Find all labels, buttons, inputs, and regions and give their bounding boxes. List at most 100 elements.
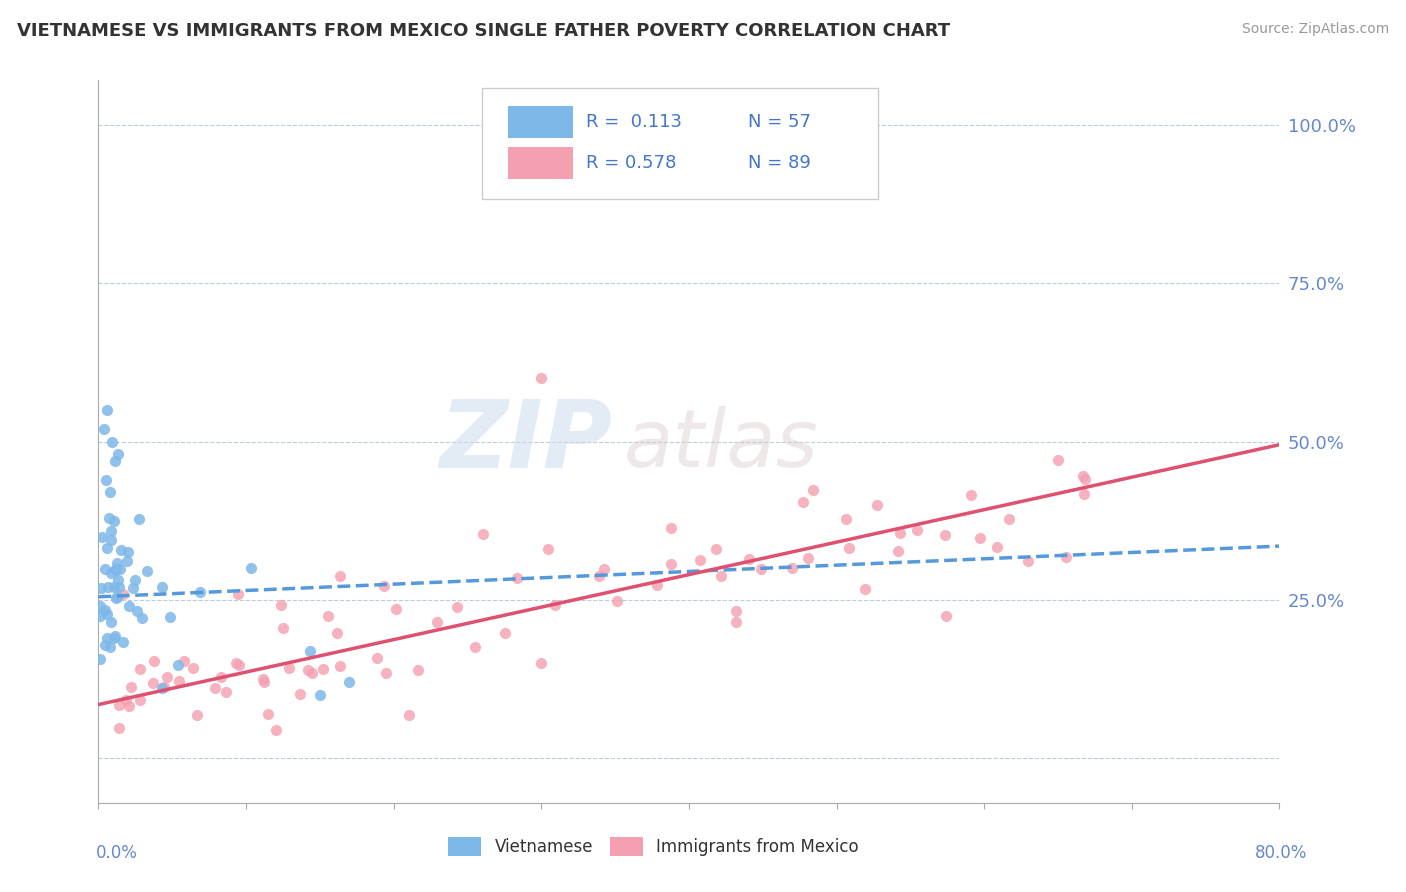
Point: [325, 625, 347, 640]
Point: [271, 621, 294, 635]
Point: [96, 631, 118, 645]
Point: [398, 708, 420, 723]
Point: [905, 523, 928, 537]
Point: [93, 602, 115, 616]
Point: [297, 664, 319, 678]
Point: [725, 615, 748, 629]
Point: [801, 483, 824, 498]
Point: [373, 579, 395, 593]
Point: [115, 554, 138, 568]
Point: [506, 571, 529, 585]
Point: [156, 670, 179, 684]
Point: [107, 573, 129, 587]
Point: [117, 545, 139, 559]
Point: [264, 723, 287, 737]
Point: [704, 541, 727, 556]
Point: [150, 681, 173, 695]
Point: [96, 541, 118, 556]
Point: [98, 640, 121, 655]
Point: [98, 485, 121, 500]
Point: [299, 644, 322, 658]
Point: [426, 615, 449, 629]
Point: [934, 528, 956, 542]
Point: [309, 688, 332, 702]
Point: [186, 707, 208, 722]
Point: [111, 635, 134, 649]
Bar: [508, 147, 574, 179]
Point: [1047, 452, 1070, 467]
Point: [252, 672, 274, 686]
Point: [128, 512, 150, 526]
Point: [100, 524, 122, 538]
Point: [167, 658, 190, 673]
Point: [124, 574, 146, 588]
Point: [886, 543, 908, 558]
Point: [115, 693, 138, 707]
Point: [209, 670, 232, 684]
Text: N = 89: N = 89: [748, 154, 811, 172]
Text: 0.0%: 0.0%: [96, 844, 138, 862]
Point: [204, 681, 226, 695]
Point: [103, 631, 125, 645]
Point: [89, 608, 111, 623]
Point: [94, 562, 117, 576]
Point: [1074, 472, 1097, 486]
Point: [240, 561, 263, 575]
Point: [97, 510, 120, 524]
Point: [96, 607, 118, 622]
Point: [152, 680, 174, 694]
Point: [108, 581, 131, 595]
Point: [986, 540, 1008, 554]
Point: [366, 650, 388, 665]
Point: [471, 527, 494, 541]
Text: atlas: atlas: [624, 406, 818, 484]
Point: [110, 543, 132, 558]
Point: [143, 654, 166, 668]
Legend: Vietnamese, Immigrants from Mexico: Vietnamese, Immigrants from Mexico: [441, 830, 866, 863]
Bar: [508, 106, 574, 138]
Point: [118, 699, 141, 714]
FancyBboxPatch shape: [482, 87, 877, 200]
Point: [105, 590, 128, 604]
Text: ZIP: ZIP: [439, 395, 612, 488]
Point: [797, 550, 820, 565]
Point: [90, 581, 112, 595]
Point: [96, 402, 118, 417]
Point: [866, 498, 889, 512]
Point: [131, 611, 153, 625]
Point: [329, 569, 352, 583]
Point: [277, 661, 299, 675]
Point: [588, 569, 610, 583]
Point: [1073, 469, 1095, 483]
Point: [100, 566, 122, 580]
Point: [91, 530, 114, 544]
Point: [1073, 486, 1095, 500]
Point: [228, 658, 250, 673]
Point: [998, 512, 1021, 526]
Point: [108, 721, 131, 735]
Point: [107, 698, 129, 713]
Point: [384, 602, 406, 616]
Point: [103, 514, 125, 528]
Point: [464, 640, 486, 655]
Point: [111, 587, 134, 601]
Point: [270, 598, 292, 612]
Point: [215, 685, 238, 699]
Point: [257, 707, 280, 722]
Point: [120, 680, 142, 694]
Point: [89, 599, 111, 613]
Point: [374, 665, 396, 680]
Point: [104, 453, 127, 467]
Point: [159, 610, 181, 624]
Point: [150, 580, 173, 594]
Point: [104, 563, 127, 577]
Point: [225, 656, 247, 670]
Point: [97, 580, 120, 594]
Point: [1017, 554, 1039, 568]
Point: [127, 604, 149, 618]
Point: [188, 585, 211, 599]
Text: R = 0.578: R = 0.578: [586, 154, 676, 172]
Point: [181, 661, 204, 675]
Point: [593, 562, 616, 576]
Point: [537, 542, 560, 557]
